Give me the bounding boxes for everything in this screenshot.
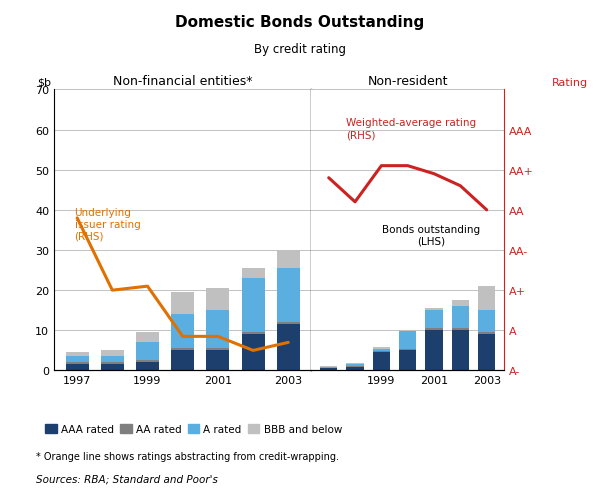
Bar (101, 357, 124, 363)
Text: Underlying
issuer rating
(RHS): Underlying issuer rating (RHS) (74, 208, 140, 241)
Bar (478, 333, 495, 335)
Bar (452, 301, 469, 307)
Text: Non-financial entities*: Non-financial entities* (113, 75, 253, 87)
Bar (478, 311, 495, 333)
Legend: AAA rated, AA rated, A rated, BBB and below: AAA rated, AA rated, A rated, BBB and be… (41, 420, 346, 438)
Bar (425, 329, 443, 331)
Bar (425, 331, 443, 371)
Bar (399, 351, 416, 371)
Bar (136, 363, 159, 371)
Text: Bonds outstanding
(LHS): Bonds outstanding (LHS) (382, 225, 480, 246)
Bar (277, 269, 300, 323)
Bar (277, 250, 300, 269)
Bar (136, 333, 159, 343)
Bar (452, 331, 469, 371)
Bar (373, 353, 390, 371)
Bar (399, 350, 416, 351)
Bar (206, 311, 229, 349)
Text: * Orange line shows ratings abstracting from credit-wrapping.: * Orange line shows ratings abstracting … (36, 451, 339, 461)
Bar (346, 363, 364, 365)
Bar (206, 351, 229, 371)
Bar (101, 363, 124, 365)
Bar (320, 369, 337, 371)
Text: By credit rating: By credit rating (254, 43, 346, 56)
Bar (66, 353, 89, 357)
Bar (171, 351, 194, 371)
Bar (452, 329, 469, 331)
Bar (136, 361, 159, 363)
Bar (66, 357, 89, 363)
Bar (452, 307, 469, 329)
Bar (171, 315, 194, 349)
Bar (242, 335, 265, 371)
Bar (373, 352, 390, 353)
Text: Non-resident: Non-resident (367, 75, 448, 87)
Bar (320, 367, 337, 368)
Bar (206, 349, 229, 351)
Bar (373, 348, 390, 350)
Text: Weighted-average rating
(RHS): Weighted-average rating (RHS) (346, 118, 476, 140)
Bar (66, 363, 89, 365)
Bar (346, 367, 364, 368)
Text: Rating: Rating (552, 78, 588, 88)
Bar (346, 368, 364, 371)
Bar (346, 365, 364, 367)
Text: Sources: RBA; Standard and Poor's: Sources: RBA; Standard and Poor's (36, 473, 218, 483)
Bar (242, 279, 265, 333)
Bar (399, 332, 416, 350)
Bar (478, 287, 495, 311)
Bar (478, 335, 495, 371)
Bar (242, 269, 265, 279)
Bar (425, 311, 443, 329)
Text: Domestic Bonds Outstanding: Domestic Bonds Outstanding (175, 15, 425, 30)
Bar (277, 325, 300, 371)
Bar (66, 365, 89, 371)
Bar (171, 349, 194, 351)
Bar (171, 293, 194, 315)
Bar (136, 343, 159, 361)
Bar (206, 289, 229, 311)
Bar (425, 309, 443, 311)
Bar (101, 365, 124, 371)
Bar (373, 350, 390, 352)
Bar (242, 333, 265, 335)
Bar (101, 351, 124, 357)
Bar (277, 323, 300, 325)
Text: $b: $b (37, 78, 51, 88)
Bar (399, 330, 416, 332)
